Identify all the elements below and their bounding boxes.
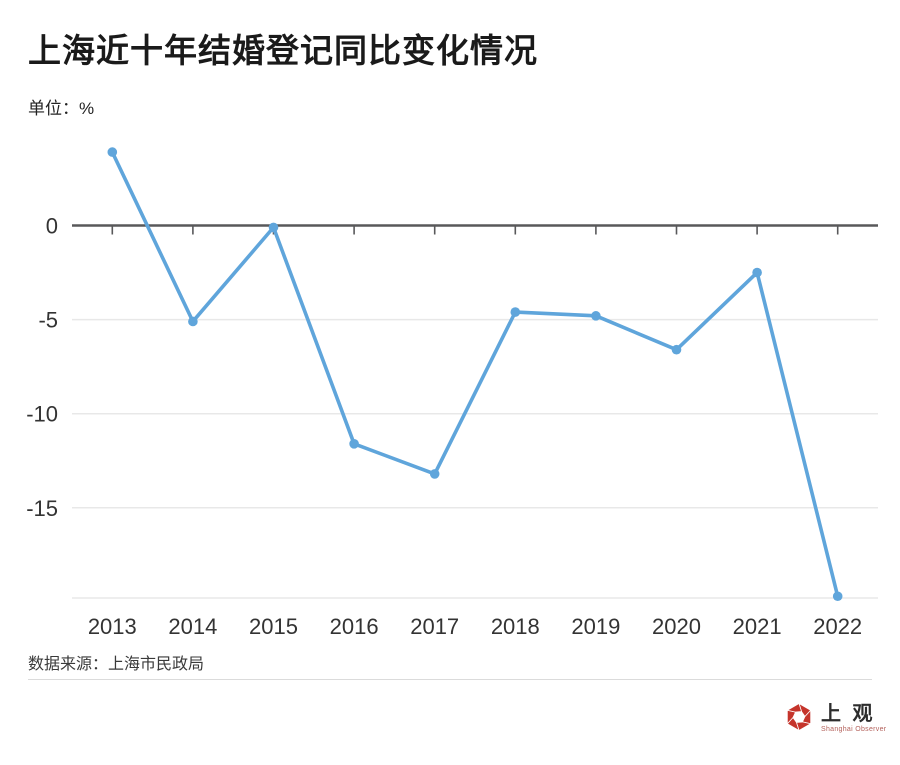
x-tick-label-2015: 2015 — [249, 614, 298, 639]
y-tick-label--5: -5 — [38, 308, 58, 333]
x-tick-label-2021: 2021 — [733, 614, 782, 639]
source-note: 数据来源：上海市民政局 — [28, 656, 205, 673]
unit-label: 单位：% — [28, 99, 95, 118]
x-tick-label-2014: 2014 — [168, 614, 217, 639]
data-point-2018 — [510, 307, 521, 317]
pinwheel-logo-icon — [786, 703, 812, 731]
x-tick-label-2017: 2017 — [410, 614, 459, 639]
logo-text-en: Shanghai Observer — [821, 726, 887, 733]
x-tick-label-2018: 2018 — [491, 614, 540, 639]
data-point-2019 — [591, 311, 601, 321]
data-point-2014 — [188, 316, 198, 327]
data-point-2021 — [752, 267, 762, 278]
x-tick-label-2016: 2016 — [330, 614, 379, 639]
data-point-2020 — [671, 344, 682, 355]
data-point-2016 — [349, 439, 359, 449]
x-tick-label-2020: 2020 — [652, 614, 701, 639]
logo-text: 上 观 Shanghai Observer — [821, 703, 886, 733]
data-point-2013 — [107, 147, 118, 157]
y-tick-label--15: -15 — [26, 496, 58, 521]
y-tick-label--10: -10 — [26, 402, 58, 427]
chart-title: 上海近十年结婚登记同比变化情况 — [28, 32, 538, 69]
x-tick-label-2022: 2022 — [813, 614, 862, 639]
footer-divider — [28, 679, 872, 680]
data-point-2017 — [429, 469, 440, 479]
data-point-2015 — [268, 222, 279, 233]
x-tick-label-2013: 2013 — [88, 614, 137, 639]
data-series-line — [110, 150, 840, 599]
data-point-2022 — [832, 591, 843, 602]
x-tick-label-2019: 2019 — [571, 614, 620, 639]
y-tick-label-0: 0 — [46, 214, 58, 239]
shanghai-observer-logo: 上 观 Shanghai Observer — [785, 703, 886, 733]
logo-text-cn: 上 观 — [821, 703, 876, 725]
